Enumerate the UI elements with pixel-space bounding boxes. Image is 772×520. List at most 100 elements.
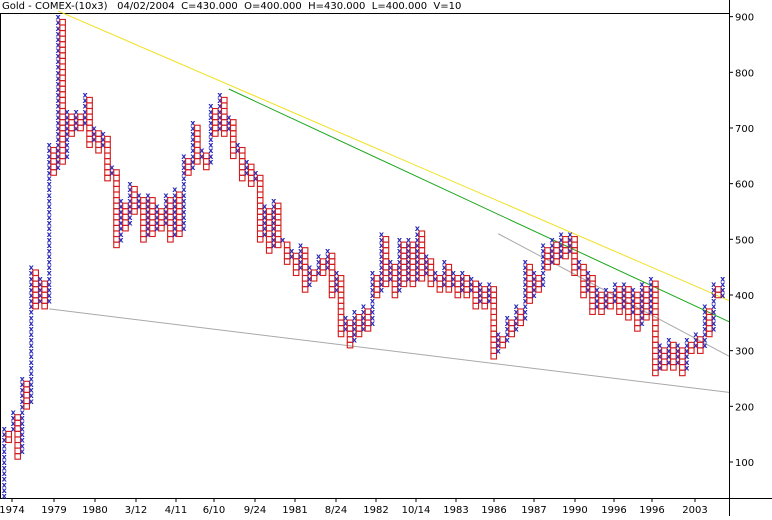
pnf-x-box: x — [65, 113, 71, 122]
pnf-x-box: x — [711, 313, 717, 322]
pnf-o-box — [490, 319, 498, 327]
pnf-x-box: x — [280, 235, 286, 244]
pnf-x-box: x — [82, 107, 88, 116]
pnf-x-box: x — [612, 291, 618, 300]
pnf-o-box — [481, 286, 489, 293]
pnf-x-box: x — [217, 124, 223, 133]
pnf-x-box: x — [235, 141, 241, 150]
pnf-x-box: x — [585, 280, 591, 289]
pnf-x-box: x — [190, 157, 196, 166]
pnf-x-box: x — [379, 230, 385, 239]
pnf-x-box: x — [559, 252, 565, 261]
pnf-x-box: x — [603, 297, 609, 306]
pnf-o-box — [490, 286, 498, 293]
pnf-x-box: x — [621, 297, 627, 306]
pnf-x-box: x — [47, 174, 53, 183]
x-tick-label: 1982 — [363, 505, 388, 516]
pnf-x-box: x — [675, 358, 681, 367]
pnf-x-box: x — [630, 285, 636, 294]
pnf-x-box: x — [523, 263, 529, 272]
pnf-o-box — [652, 280, 659, 288]
pnf-x-box: x — [29, 336, 35, 345]
pnf-x-box: x — [334, 280, 340, 289]
pnf-x-box: x — [2, 436, 8, 445]
pnf-x-box: x — [163, 191, 169, 200]
x-tick-label: 1974 — [0, 505, 25, 516]
pnf-x-box: x — [415, 246, 421, 255]
pnf-x-box: x — [702, 302, 708, 311]
pnf-x-box: x — [559, 241, 565, 250]
pnf-x-box: x — [109, 163, 115, 172]
pnf-x-box: x — [29, 269, 35, 278]
pnf-x-box: x — [289, 252, 295, 261]
pnf-x-box: x — [370, 297, 376, 306]
pnf-o-box — [526, 263, 533, 271]
pnf-o-box — [149, 197, 156, 204]
pnf-x-box: x — [621, 285, 627, 294]
pnf-x-box: x — [657, 363, 663, 372]
pnf-o-box — [364, 308, 372, 315]
pnf-x-box: x — [514, 324, 520, 333]
pnf-x-box: x — [370, 291, 376, 300]
pnf-x-box: x — [541, 269, 547, 278]
pnf-x-box: x — [190, 118, 196, 127]
pnf-x-box: x — [370, 313, 376, 322]
pnf-x-box: x — [145, 191, 151, 200]
pnf-x-box: x — [208, 102, 214, 111]
pnf-x-box: x — [612, 285, 618, 294]
pnf-x-box: x — [298, 263, 304, 272]
pnf-x-box: x — [271, 196, 277, 205]
pnf-o-box — [140, 197, 147, 204]
pnf-x-box: x — [541, 258, 547, 267]
pnf-x-box: x — [47, 274, 53, 283]
pnf-x-box: x — [433, 274, 439, 283]
pnf-x-box: x — [523, 291, 529, 300]
pnf-x-box: x — [38, 291, 44, 300]
pnf-x-box: x — [424, 269, 430, 278]
pnf-o-box — [77, 113, 84, 121]
pnf-x-box: x — [325, 252, 331, 261]
pnf-o-box — [400, 241, 408, 249]
pnf-x-box: x — [29, 319, 35, 328]
pnf-o-box — [697, 336, 704, 343]
pnf-x-box: x — [361, 324, 367, 333]
pnf-x-box: x — [56, 107, 62, 116]
pnf-x-box: x — [82, 113, 88, 122]
pnf-x-box: x — [154, 224, 160, 233]
pnf-x-box: x — [397, 285, 403, 294]
pnf-x-box: x — [145, 213, 151, 222]
pnf-x-box: x — [379, 280, 385, 289]
pnf-x-box: x — [47, 169, 53, 178]
pnf-o-box — [553, 241, 560, 249]
pnf-x-box: x — [11, 408, 17, 417]
pnf-x-box: x — [612, 280, 618, 289]
pnf-x-box: x — [47, 269, 53, 278]
x-tick-label: 3/12 — [125, 505, 147, 516]
pnf-x-box: x — [460, 280, 466, 289]
pnf-x-box: x — [190, 124, 196, 133]
x-tick-label: 1986 — [481, 505, 506, 516]
trendline-gray-lower — [49, 308, 730, 393]
pnf-x-box: x — [47, 185, 53, 194]
pnf-x-box: x — [541, 246, 547, 255]
pnf-x-box: x — [711, 297, 717, 306]
pnf-x-box: x — [397, 263, 403, 272]
pnf-x-box: x — [172, 230, 178, 239]
pnf-x-box: x — [523, 280, 529, 289]
pnf-x-box: x — [217, 102, 223, 111]
pnf-x-box: x — [585, 285, 591, 294]
pnf-x-box: x — [56, 29, 62, 38]
pnf-x-box: x — [74, 113, 80, 122]
pnf-x-box: x — [478, 291, 484, 300]
pnf-o-box — [705, 308, 713, 315]
pnf-x-box: x — [397, 241, 403, 250]
pnf-x-box: x — [56, 40, 62, 49]
pnf-o-box — [319, 258, 327, 265]
pnf-x-box: x — [711, 319, 717, 328]
pnf-x-box: x — [532, 269, 538, 278]
pnf-x-box: x — [675, 341, 681, 350]
y-tick-label: 900 — [735, 13, 754, 24]
pnf-x-box: x — [208, 124, 214, 133]
pnf-x-box: x — [91, 135, 97, 144]
